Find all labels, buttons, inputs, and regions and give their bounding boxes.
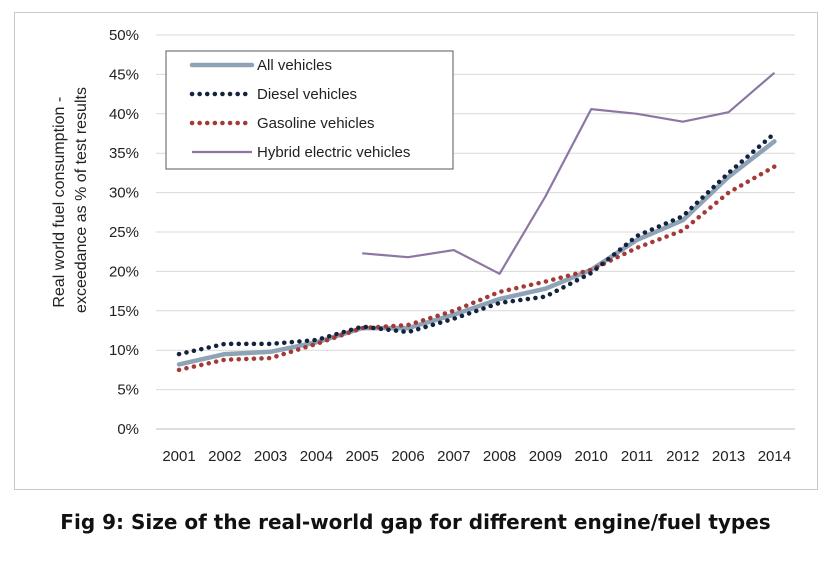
series-lines <box>176 71 777 373</box>
legend-label: Hybrid electric vehicles <box>257 144 410 161</box>
y-tick-label: 20% <box>109 263 139 280</box>
legend-box <box>165 50 454 170</box>
x-tick-label: 2003 <box>254 448 287 465</box>
x-tick-label: 2011 <box>621 448 653 465</box>
series-line-gasoline-vehicles <box>176 164 777 373</box>
y-tick-label: 15% <box>109 303 139 320</box>
x-tick-label: 2005 <box>346 448 379 465</box>
chart-frame <box>14 12 818 490</box>
series-line-diesel-vehicles <box>176 131 777 357</box>
series-line-hybrid-electric-vehicles <box>362 71 776 275</box>
legend: All vehicles Diesel vehicles Gasoline vehi… <box>165 50 454 170</box>
x-tick-label: 2012 <box>666 448 699 465</box>
legend-label: Gasoline vehicles <box>257 115 375 132</box>
y-tick-label: 45% <box>109 66 139 83</box>
legend-label: All vehicles <box>257 57 332 74</box>
x-tick-label: 2007 <box>437 448 470 465</box>
y-axis-ticks: 0% 5% 10% 15% 20% 25% 30% 35% 40% 45% 50% <box>109 27 139 438</box>
x-tick-label: 2013 <box>712 448 745 465</box>
line-chart: 0% 5% 10% 15% 20% 25% 30% 35% 40% 45% 50% 2001 2002… <box>51 27 795 465</box>
y-axis-label: Real world fuel consumption - exceedance… <box>51 87 90 313</box>
y-tick-label: 30% <box>109 185 139 202</box>
y-tick-label: 10% <box>109 342 139 359</box>
y-tick-label: 35% <box>109 145 139 162</box>
x-tick-label: 2010 <box>575 448 608 465</box>
y-axis-label-line-2: exceedance as % of test results <box>73 87 90 313</box>
y-tick-label: 25% <box>109 224 139 241</box>
series-line-all-vehicles <box>176 139 777 367</box>
y-axis-label-line-1: Real world fuel consumption - <box>51 97 68 308</box>
x-tick-label: 2008 <box>483 448 516 465</box>
y-tick-label: 0% <box>117 421 139 438</box>
y-tick-label: 40% <box>109 106 139 123</box>
y-tick-label: 50% <box>109 27 139 44</box>
x-tick-label: 2004 <box>300 448 333 465</box>
x-tick-label: 2002 <box>208 448 241 465</box>
legend-label: Diesel vehicles <box>257 86 357 103</box>
x-axis-ticks: 2001 2002 2003 2004 2005 2006 2007 2008 2009 2010… <box>162 448 791 465</box>
x-tick-label: 2001 <box>162 448 195 465</box>
figure-caption: Fig 9: Size of the real-world gap for di… <box>60 510 771 534</box>
y-tick-label: 5% <box>117 382 139 399</box>
x-tick-label: 2006 <box>391 448 424 465</box>
x-tick-label: 2009 <box>529 448 562 465</box>
x-tick-label: 2014 <box>758 448 791 465</box>
